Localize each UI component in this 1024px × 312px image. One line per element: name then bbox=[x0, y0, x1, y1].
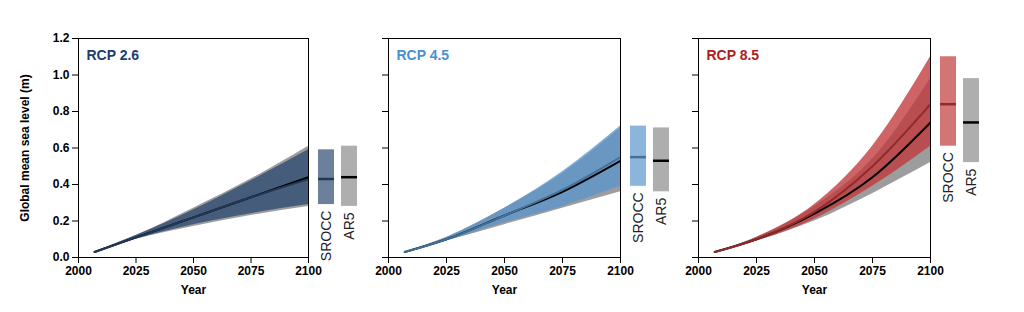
svg-text:2075: 2075 bbox=[238, 264, 265, 278]
svg-text:Year: Year bbox=[802, 283, 828, 297]
svg-text:Year: Year bbox=[492, 283, 518, 297]
svg-text:2075: 2075 bbox=[859, 264, 886, 278]
svg-text:AR5: AR5 bbox=[341, 212, 357, 239]
svg-text:0.8: 0.8 bbox=[53, 104, 70, 118]
svg-text:0.4: 0.4 bbox=[53, 177, 70, 191]
svg-text:AR5: AR5 bbox=[653, 198, 669, 225]
svg-text:2025: 2025 bbox=[433, 264, 460, 278]
svg-text:2050: 2050 bbox=[801, 264, 828, 278]
svg-text:2025: 2025 bbox=[743, 264, 770, 278]
svg-text:AR5: AR5 bbox=[963, 168, 979, 195]
svg-text:2000: 2000 bbox=[685, 264, 712, 278]
svg-text:RCP 8.5: RCP 8.5 bbox=[707, 47, 760, 63]
svg-text:2075: 2075 bbox=[549, 264, 576, 278]
svg-text:0.2: 0.2 bbox=[53, 214, 70, 228]
svg-text:1.0: 1.0 bbox=[53, 68, 70, 82]
svg-text:SROCC: SROCC bbox=[630, 192, 646, 243]
svg-text:2100: 2100 bbox=[607, 264, 634, 278]
svg-text:2100: 2100 bbox=[917, 264, 944, 278]
svg-text:2050: 2050 bbox=[180, 264, 207, 278]
svg-text:0.6: 0.6 bbox=[53, 141, 70, 155]
svg-text:Global mean sea level (m): Global mean sea level (m) bbox=[18, 74, 32, 221]
svg-text:2025: 2025 bbox=[123, 264, 150, 278]
svg-text:Year: Year bbox=[181, 283, 207, 297]
svg-text:2000: 2000 bbox=[375, 264, 402, 278]
svg-text:SROCC: SROCC bbox=[940, 152, 956, 203]
svg-text:1.2: 1.2 bbox=[53, 31, 70, 45]
svg-text:2000: 2000 bbox=[65, 264, 92, 278]
svg-text:RCP 4.5: RCP 4.5 bbox=[397, 47, 450, 63]
svg-text:SROCC: SROCC bbox=[318, 211, 334, 262]
svg-text:0.0: 0.0 bbox=[53, 250, 70, 264]
svg-text:2050: 2050 bbox=[491, 264, 518, 278]
svg-text:2100: 2100 bbox=[295, 264, 322, 278]
svg-text:RCP 2.6: RCP 2.6 bbox=[87, 47, 140, 63]
